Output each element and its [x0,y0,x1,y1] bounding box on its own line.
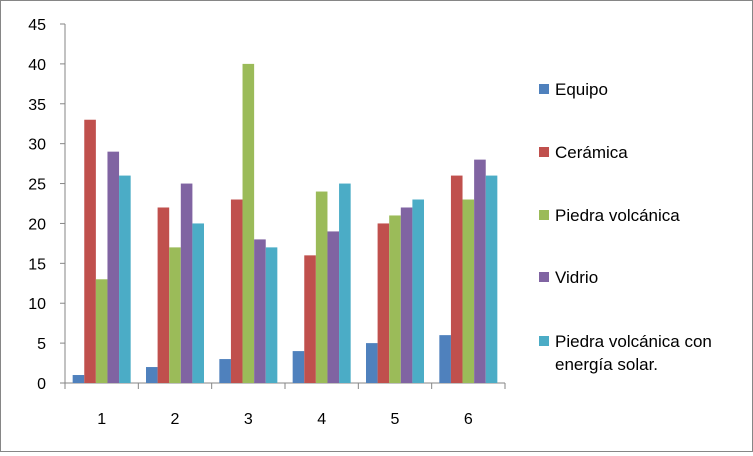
bar [339,183,351,383]
bar [180,183,193,383]
y-tick-label: 35 [28,97,46,114]
y-tick-label: 15 [28,256,46,273]
bar [265,247,278,383]
legend-label: Vidrio [555,268,598,287]
y-tick-label: 45 [28,17,46,34]
x-tick-label: 4 [317,411,326,428]
bar [169,247,181,383]
bar [450,175,463,383]
y-tick-label: 5 [37,336,46,353]
bar [95,279,108,383]
bars [72,63,498,384]
x-tick-label: 1 [97,411,106,428]
bar [254,239,266,383]
bar [146,367,158,383]
legend: Equipo Cerámica Piedra volcánica Vidrio Pied… [539,80,712,374]
y-tick-label: 40 [28,57,46,74]
bar [119,175,131,383]
y-tick-label: 30 [28,137,46,154]
y-tick-label: 25 [28,177,46,194]
bar [230,199,243,383]
legend-swatch [539,272,549,282]
legend-label: Cerámica [555,143,628,162]
bar [315,191,328,383]
bar [439,335,451,383]
x-tick-label: 3 [244,411,253,428]
legend-label: Piedra volcánica con energía solar. [555,332,712,374]
legend-swatch [539,147,549,157]
y-tick-label: 10 [28,296,46,313]
bar [327,231,340,383]
bar [292,351,305,383]
bar [84,119,96,383]
bar [304,255,316,383]
x-tick-label: 6 [464,411,473,428]
bar [485,175,498,383]
y-tick-label: 0 [37,376,46,393]
bar [474,159,486,383]
bar [157,207,170,383]
legend-swatch [539,336,549,346]
legend-label: Equipo [555,80,608,99]
bar [72,375,85,383]
bar [389,215,401,383]
bar [219,359,231,383]
bar [462,199,475,383]
bar [400,207,413,383]
x-tick-label: 5 [391,411,400,428]
legend-label: Piedra volcánica [555,206,680,225]
x-tick-label: 2 [171,411,180,428]
bar [412,199,424,383]
legend-swatch [539,84,549,94]
bar [242,63,255,384]
y-tick-label: 20 [28,216,46,233]
bar [192,223,204,383]
bar [377,223,390,383]
legend-swatch [539,210,549,220]
bar [366,343,378,383]
bar [107,151,120,383]
